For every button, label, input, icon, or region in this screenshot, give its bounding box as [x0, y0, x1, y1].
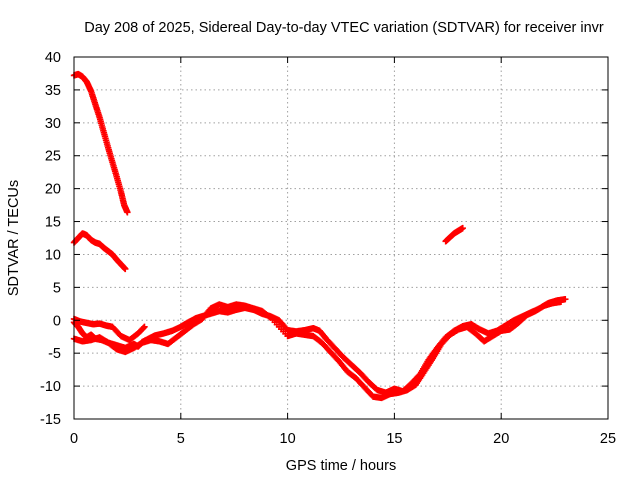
y-tick-label: 5 [53, 280, 61, 296]
y-tick-label: 30 [45, 116, 61, 132]
series-track-mid-decay [70, 230, 129, 273]
y-tick-label: -5 [48, 346, 61, 362]
y-tick-label: -15 [40, 412, 61, 428]
data-point [557, 298, 565, 306]
y-tick-label: 0 [53, 313, 61, 329]
data-point [124, 209, 131, 216]
series-track-high-decay [70, 70, 131, 216]
x-tick-label: 10 [280, 431, 296, 447]
data-point [141, 323, 148, 331]
y-tick-label: 25 [45, 149, 61, 165]
x-axis-label: GPS time / hours [286, 458, 396, 474]
data-point [140, 324, 147, 331]
y-tick-label: 35 [45, 83, 61, 99]
x-tick-label: 15 [386, 431, 402, 447]
data-point [122, 265, 129, 273]
x-tick-label: 20 [493, 431, 509, 447]
data-point [266, 313, 273, 321]
data-point [562, 296, 569, 303]
x-tick-label: 25 [600, 431, 616, 447]
y-tick-label: 40 [45, 50, 61, 66]
axis-ticks: 0 5 10 15 20 25 -15 -10 -5 0 5 10 15 20 25 30 35 40 [40, 50, 616, 447]
series-track-secondary [70, 298, 565, 402]
y-tick-label: 15 [45, 215, 61, 231]
x-tick-label: 5 [177, 431, 185, 447]
chart-title: Day 208 of 2025, Sidereal Day-to-day VTE… [84, 20, 604, 36]
data-point [459, 224, 466, 232]
y-tick-label: 10 [45, 247, 61, 263]
y-tick-label: 20 [45, 182, 61, 198]
y-axis-label: SDTVAR / TECUs [6, 180, 22, 296]
series-track-late-arc [442, 224, 466, 245]
data-points [70, 70, 569, 402]
y-tick-label: -10 [40, 379, 61, 395]
series-track-main [70, 296, 569, 396]
series-track-early-flat [70, 315, 148, 344]
x-tick-label: 0 [70, 431, 78, 447]
plot-frame [73, 56, 609, 420]
